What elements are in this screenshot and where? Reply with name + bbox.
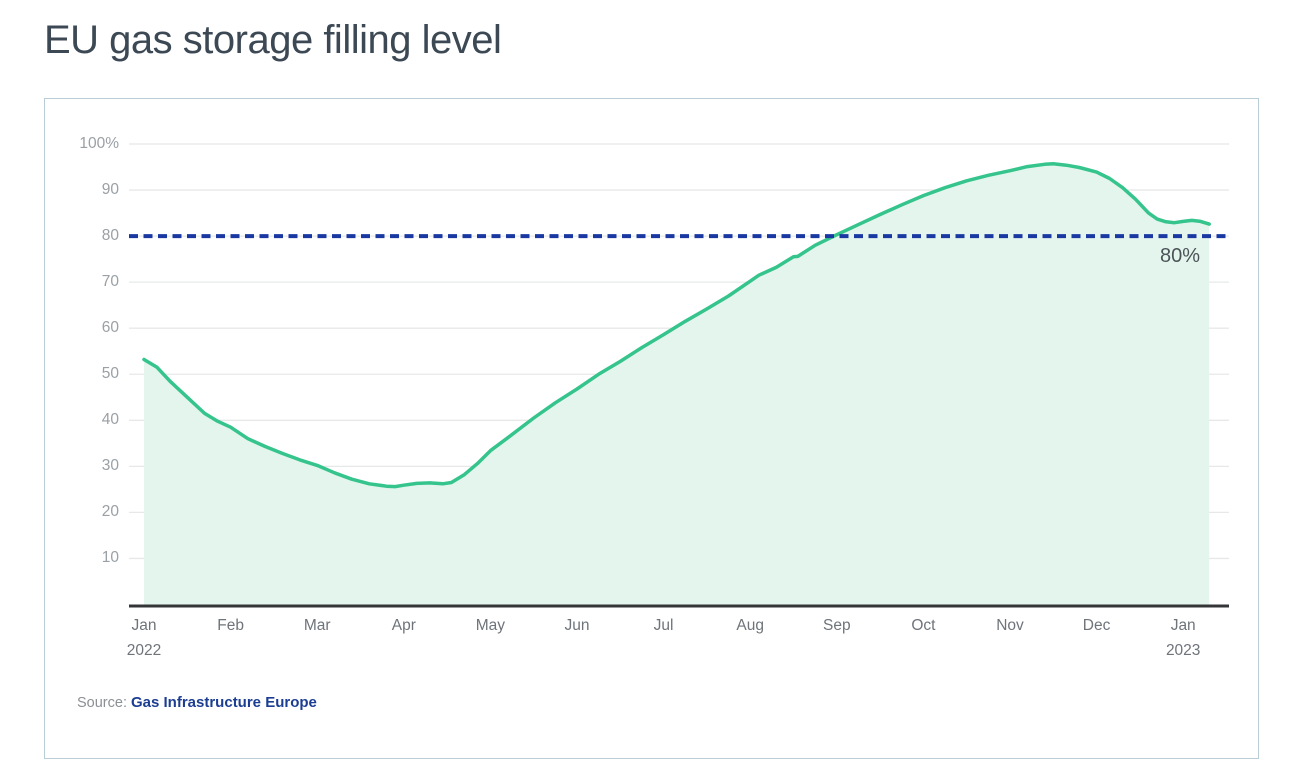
source-label: Source: (77, 695, 127, 711)
x-tick-label-jul: Jul (653, 616, 674, 634)
y-tick-label-90: 90 (101, 181, 119, 199)
x-tick-label-may: May (475, 616, 506, 634)
y-tick-label-10: 10 (101, 549, 119, 567)
x-tick-label-apr: Apr (391, 616, 416, 634)
series-area-fill (144, 163, 1210, 605)
y-tick-label-50: 50 (101, 365, 119, 383)
x-tick-label-mar: Mar (303, 616, 331, 634)
y-tick-label-30: 30 (101, 457, 119, 475)
storage-level-chart (129, 143, 1229, 608)
x-tick-label-sep: Sep (823, 616, 851, 634)
x-tick-label-nov: Nov (996, 616, 1024, 634)
source-link[interactable]: Gas Infrastructure Europe (130, 694, 317, 711)
x-tick-label-jun: Jun (564, 616, 590, 634)
x-tick-sublabel-2023: 2023 (1165, 641, 1201, 659)
x-tick-sublabel-2022: 2022 (126, 641, 162, 659)
page-title: EU gas storage filling level (44, 18, 502, 62)
chart-area: 100% 90 80 70 60 50 40 30 20 10 Jan 2022 Feb Mar Apr M… (45, 99, 1260, 760)
x-tick-label-oct: Oct (911, 616, 936, 634)
x-tick-label-jan2023: Jan 2023 (1138, 617, 1228, 660)
chart-card: 100% 90 80 70 60 50 40 30 20 10 Jan 2022 Feb Mar Apr M… (44, 98, 1259, 759)
series-line (142, 162, 1211, 489)
y-tick-label-40: 40 (101, 411, 119, 429)
y-tick-label-20: 20 (101, 503, 119, 521)
y-tick-label-70: 70 (101, 273, 119, 291)
y-tick-label-60: 60 (101, 319, 119, 337)
x-tick-label-jan2022: Jan 2022 (99, 617, 189, 660)
x-tick-label-dec: Dec (1082, 616, 1111, 634)
y-tick-label-80: 80 (101, 227, 119, 245)
y-tick-label-100: 100% (79, 135, 119, 152)
source-row: Source: Gas Infrastructure Europe (77, 694, 317, 711)
x-tick-label-aug: Aug (736, 616, 764, 634)
threshold-80-label: 80% (1159, 245, 1200, 268)
x-tick-label-feb: Feb (217, 616, 244, 634)
